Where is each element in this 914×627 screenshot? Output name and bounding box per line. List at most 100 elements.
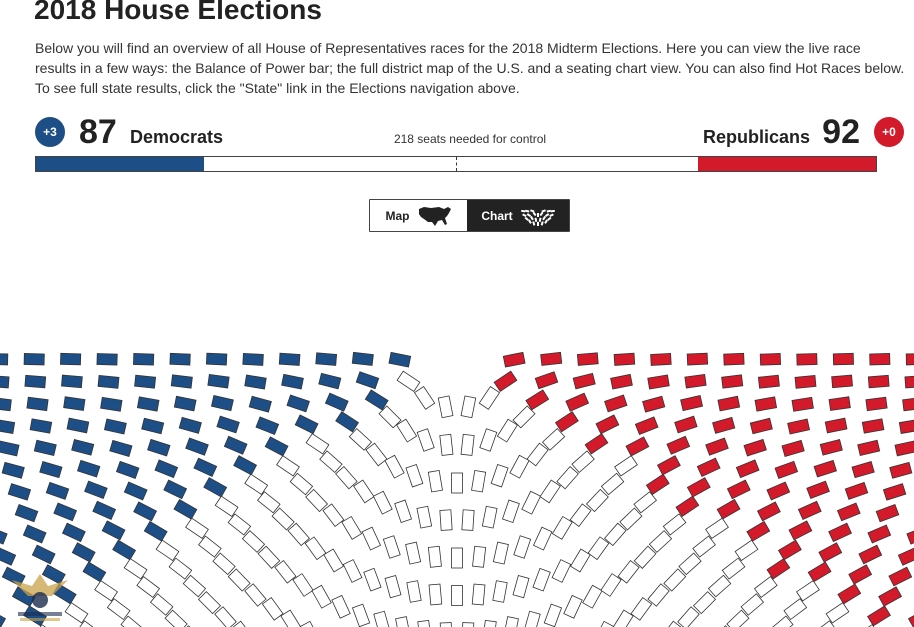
- seat: [740, 593, 765, 616]
- chart-icon-seat: [534, 217, 537, 222]
- seat: [904, 375, 914, 389]
- seat: [604, 522, 627, 547]
- seat: [743, 438, 767, 457]
- seat: [882, 483, 907, 501]
- chart-icon-seat: [541, 215, 546, 220]
- seat: [471, 583, 486, 606]
- seat: [149, 593, 174, 616]
- seat: [353, 479, 375, 504]
- seat: [405, 463, 424, 488]
- seat: [299, 620, 320, 627]
- seat: [705, 517, 729, 540]
- seat: [281, 373, 304, 390]
- seat: [417, 619, 432, 627]
- seat: [22, 524, 47, 544]
- seat: [92, 500, 117, 521]
- seat: [274, 559, 297, 584]
- seat: [534, 371, 559, 390]
- seat: [753, 576, 778, 598]
- seat: [663, 568, 687, 592]
- seat: [331, 594, 351, 619]
- seat: [613, 352, 636, 366]
- seat: [828, 396, 851, 411]
- dem-change-badge: +3: [35, 117, 65, 147]
- chart-icon-seat: [524, 216, 529, 221]
- seat: [304, 536, 327, 561]
- seat: [858, 544, 883, 565]
- seat: [278, 352, 301, 366]
- seat: [735, 459, 760, 479]
- seat: [556, 465, 579, 490]
- seat: [348, 428, 373, 451]
- seat: [674, 415, 698, 434]
- view-toggle: Map Chart: [369, 199, 570, 232]
- seat: [521, 490, 542, 515]
- seat: [774, 460, 799, 479]
- seat: [134, 374, 157, 389]
- seat: [155, 539, 180, 562]
- seat: [572, 372, 596, 390]
- seat: [551, 559, 572, 583]
- page-title: 2018 House Elections: [34, 0, 322, 25]
- seat: [164, 609, 188, 627]
- seat: [163, 479, 188, 500]
- seat: [571, 450, 595, 473]
- seat: [832, 352, 854, 366]
- seat: [451, 472, 463, 494]
- seat: [554, 411, 579, 433]
- seat: [173, 498, 198, 520]
- seat: [323, 548, 344, 573]
- seat: [372, 490, 393, 515]
- seat: [178, 416, 202, 434]
- seat: [289, 472, 314, 496]
- seat: [844, 481, 869, 500]
- seat: [29, 418, 53, 434]
- seat: [255, 416, 280, 436]
- seat: [503, 616, 519, 627]
- seat: [94, 580, 119, 602]
- forum-watermark-logo: [12, 574, 68, 621]
- seat: [216, 415, 240, 434]
- seat: [61, 522, 86, 543]
- seat: [600, 573, 622, 597]
- seat: [361, 526, 382, 551]
- seat: [532, 567, 551, 592]
- seat: [610, 373, 633, 390]
- seat: [633, 491, 658, 514]
- seat: [898, 418, 914, 434]
- chart-icon-seat: [544, 212, 549, 217]
- seat: [496, 418, 518, 443]
- seat: [523, 610, 541, 627]
- seat: [614, 455, 638, 477]
- seat: [787, 418, 811, 435]
- chart-view-button[interactable]: Chart: [467, 200, 569, 231]
- map-button-label: Map: [385, 208, 410, 223]
- seat: [212, 552, 236, 576]
- seat: [570, 548, 591, 573]
- seat: [198, 535, 222, 558]
- seat: [587, 536, 610, 561]
- map-view-button[interactable]: Map: [370, 200, 467, 231]
- intro-text: Below you will find an overview of all H…: [35, 40, 905, 96]
- seat: [675, 495, 700, 517]
- seat: [540, 351, 563, 366]
- seat: [757, 374, 780, 389]
- seat: [382, 535, 401, 559]
- chart-icon-seat: [550, 209, 555, 212]
- seat: [97, 375, 120, 389]
- seat: [513, 535, 532, 559]
- seat: [490, 463, 509, 488]
- seat: [244, 374, 267, 390]
- seat: [493, 370, 518, 392]
- seat: [0, 608, 7, 627]
- seat: [865, 396, 888, 412]
- seat: [707, 574, 732, 598]
- seat: [143, 520, 168, 542]
- seat: [796, 353, 818, 366]
- seat: [341, 515, 363, 540]
- seat: [261, 597, 284, 621]
- seat: [479, 428, 498, 452]
- seat: [460, 433, 475, 456]
- seat: [807, 561, 832, 583]
- seat: [1, 566, 26, 587]
